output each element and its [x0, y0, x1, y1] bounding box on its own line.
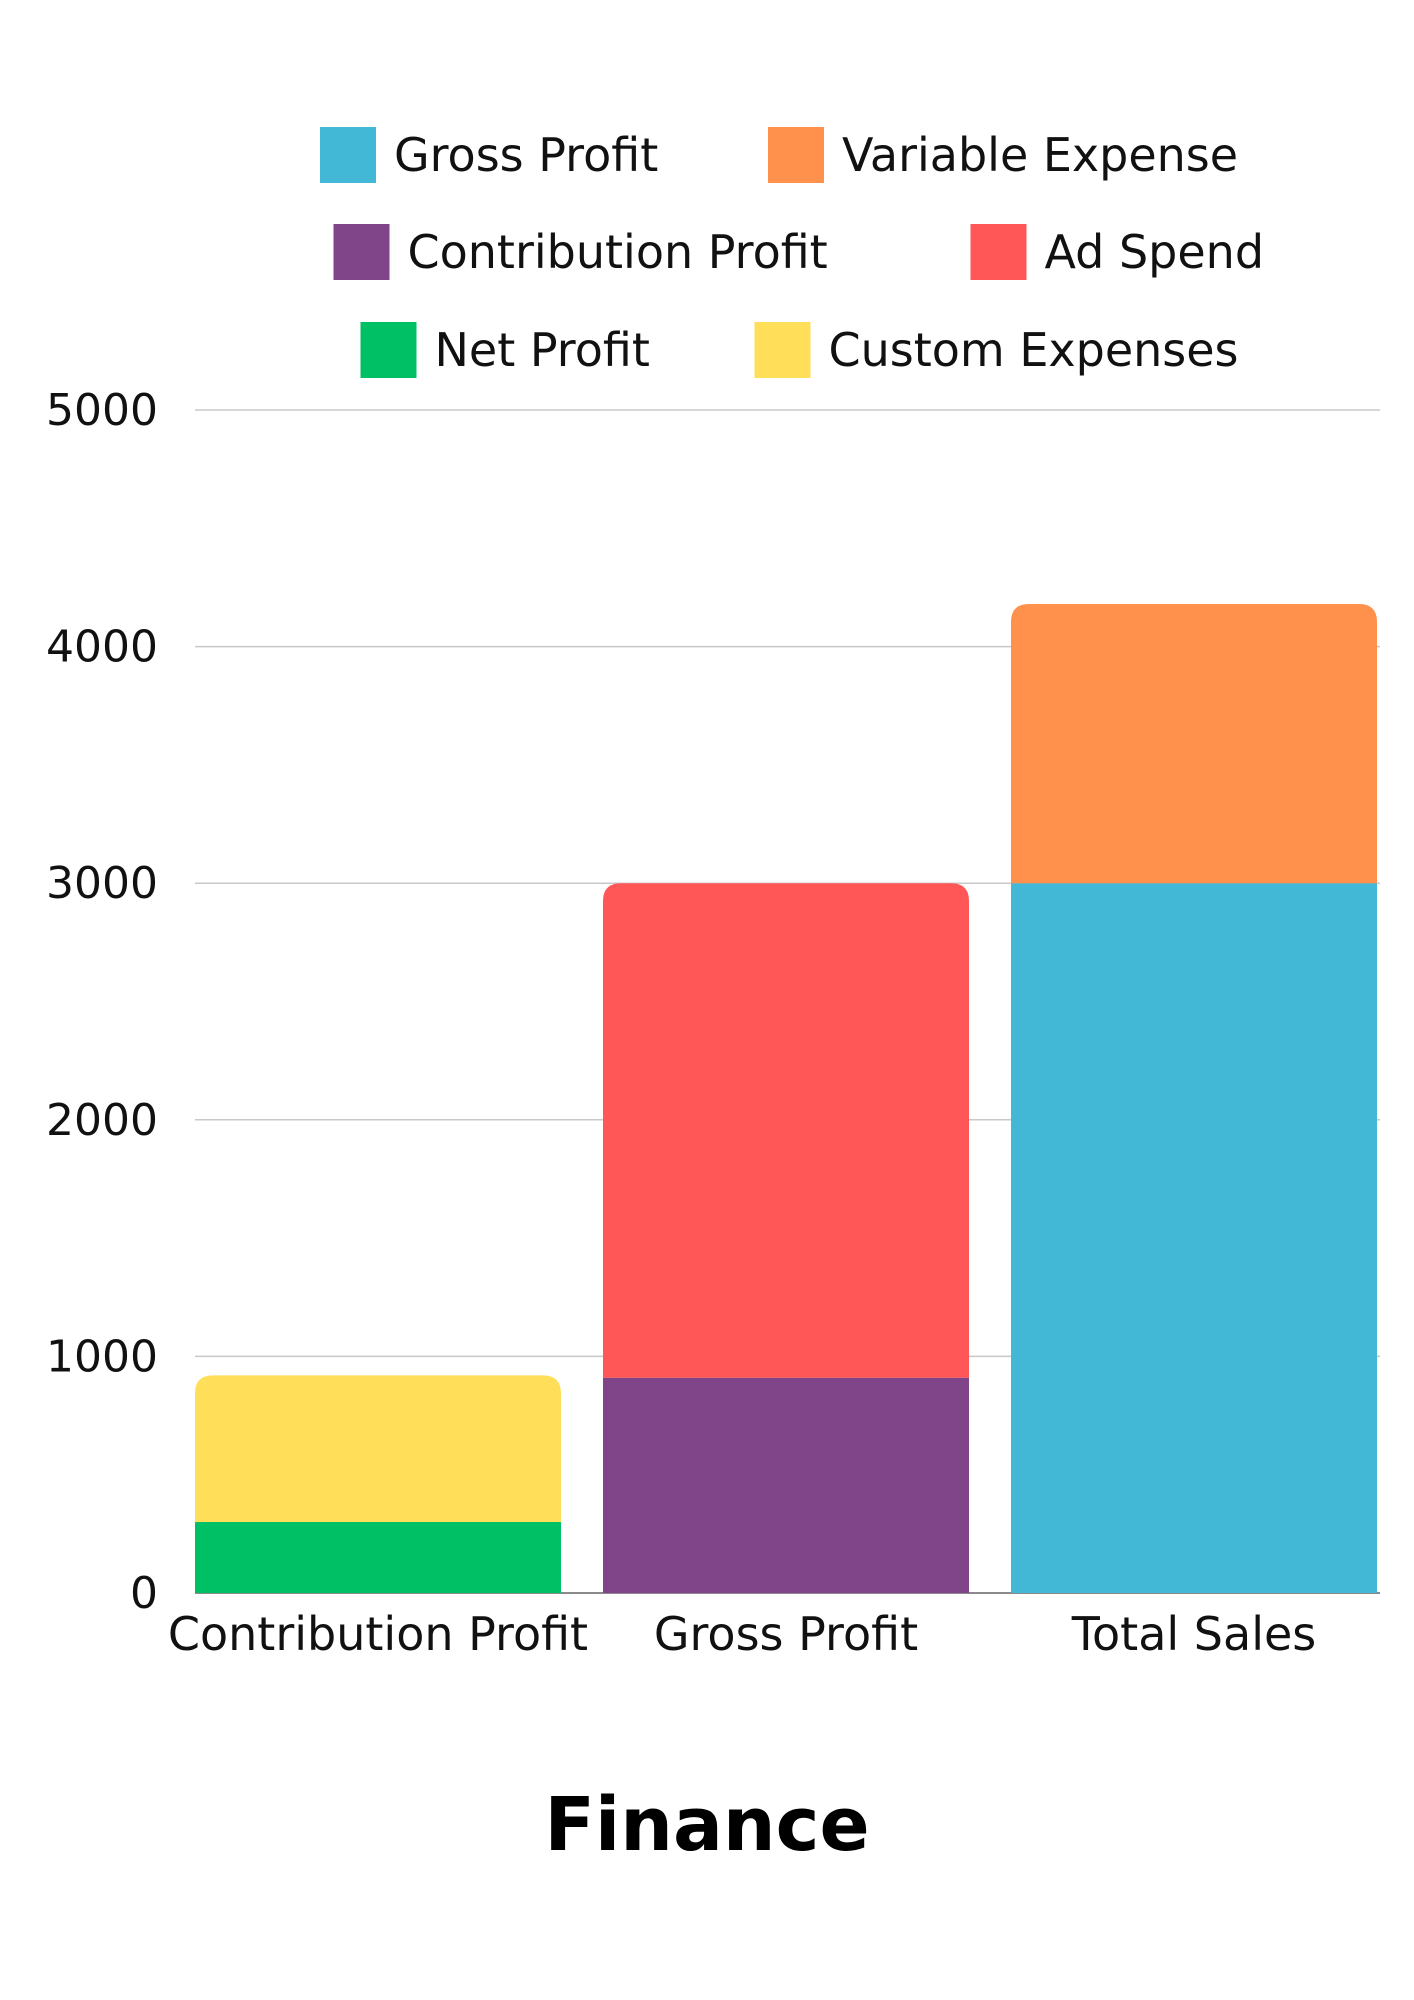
chart-title: Finance	[544, 1782, 869, 1868]
legend-swatch-net-profit	[360, 322, 417, 378]
y-tick-label-0: 0	[130, 1568, 158, 1619]
legend-label-gross-profit: Gross Profit	[394, 128, 658, 182]
legend-swatch-contribution-profit	[333, 224, 390, 280]
x-axis-labels: Contribution Profit Gross Profit Total Sal…	[168, 1607, 1316, 1661]
legend-label-variable-expense: Variable Expense	[842, 128, 1238, 182]
legend-swatch-gross-profit	[320, 127, 376, 183]
y-axis-ticks: 0 1000 2000 3000 4000 5000	[46, 385, 158, 1619]
bar-segment-total-sales-variable-expense	[1011, 604, 1377, 884]
legend-label-custom-expenses: Custom Expenses	[829, 323, 1239, 377]
legend-swatch-custom-expenses	[754, 322, 811, 378]
bars	[195, 604, 1377, 1593]
bar-segment-contribution-profit-custom-expenses	[195, 1375, 561, 1523]
legend-label-net-profit: Net Profit	[435, 323, 650, 377]
y-tick-label-3000: 3000	[46, 858, 158, 909]
x-tick-label-gross-profit: Gross Profit	[654, 1607, 918, 1661]
legend-label-ad-spend: Ad Spend	[1045, 225, 1265, 279]
x-tick-label-total-sales: Total Sales	[1071, 1607, 1317, 1661]
y-tick-label-2000: 2000	[46, 1095, 158, 1146]
bar-segment-total-sales-gross-profit	[1011, 883, 1377, 1593]
bar-segment-gross-profit-ad-spend	[603, 883, 969, 1378]
legend-swatch-ad-spend	[970, 224, 1027, 280]
legend-label-contribution-profit: Contribution Profit	[408, 225, 828, 279]
legend: Gross Profit Variable Expense Contribution…	[320, 127, 1264, 378]
y-tick-label-4000: 4000	[46, 622, 158, 673]
y-tick-label-5000: 5000	[46, 385, 158, 436]
legend-swatch-variable-expense	[768, 127, 824, 183]
bar-segment-contribution-profit-net-profit	[195, 1522, 561, 1593]
y-tick-label-1000: 1000	[46, 1331, 158, 1382]
bar-segment-gross-profit-contribution-profit	[603, 1377, 969, 1593]
x-tick-label-contribution-profit: Contribution Profit	[168, 1607, 588, 1661]
